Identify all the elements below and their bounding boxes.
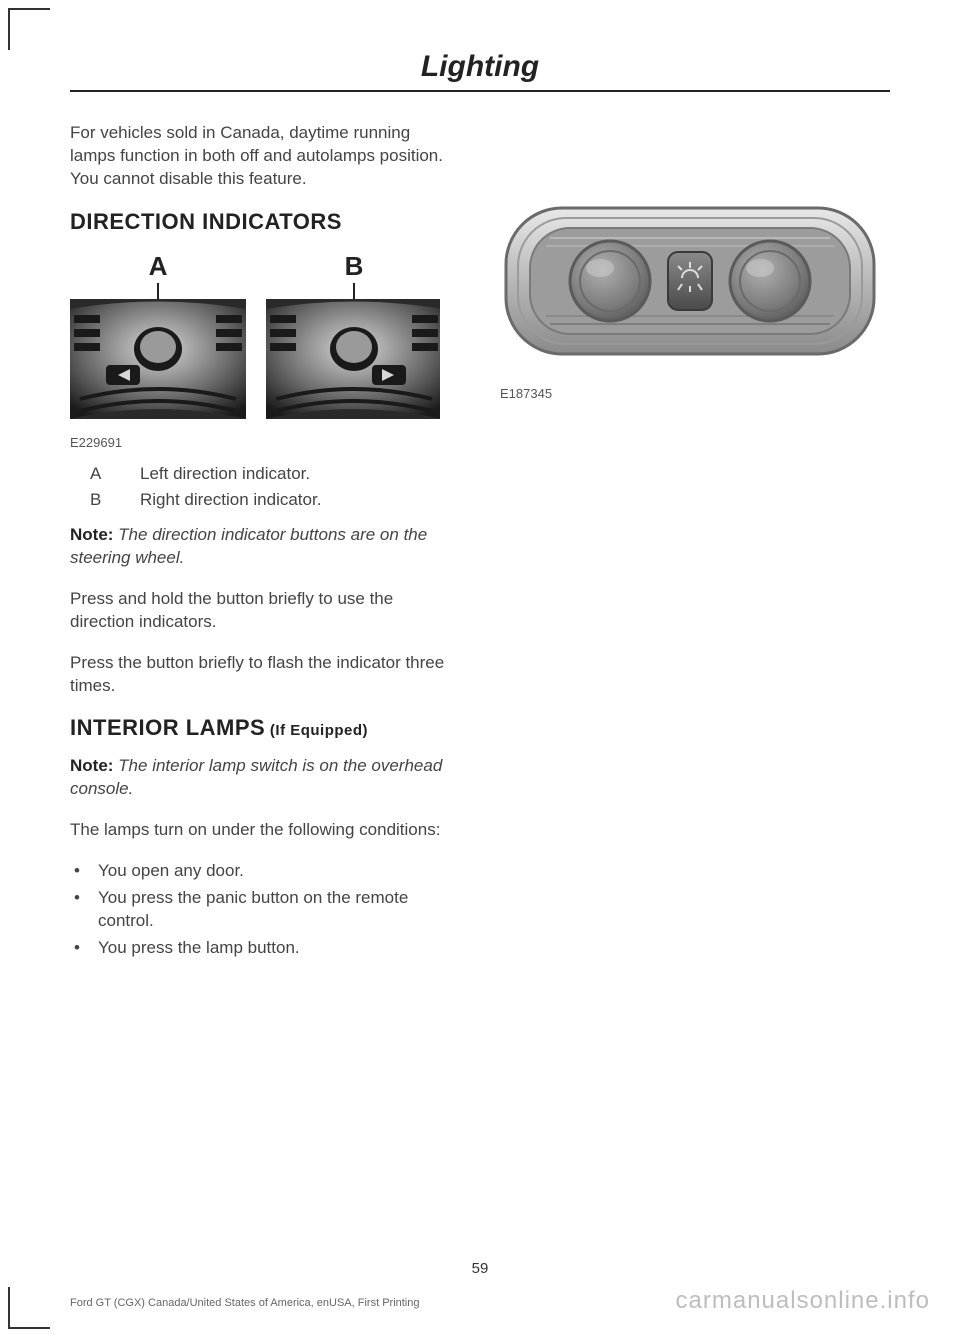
interior-note: Note: The interior lamp switch is on the… bbox=[70, 755, 460, 801]
intro-paragraph: For vehicles sold in Canada, daytime run… bbox=[70, 122, 460, 191]
right-panel bbox=[266, 299, 440, 419]
legend-key-b: B bbox=[70, 490, 140, 510]
chapter-title: Lighting bbox=[70, 50, 890, 92]
interior-heading-main: INTERIOR LAMPS bbox=[70, 715, 265, 740]
legend-key-a: A bbox=[70, 464, 140, 484]
direction-p1: Press and hold the button briefly to use… bbox=[70, 588, 460, 634]
note-label-2: Note: bbox=[70, 756, 113, 775]
bullet-2: You press the panic button on the remote… bbox=[70, 887, 460, 933]
watermark: carmanualsonline.info bbox=[676, 1287, 930, 1315]
direction-p2: Press the button briefly to flash the in… bbox=[70, 652, 460, 698]
legend-text-b: Right direction indicator. bbox=[140, 490, 321, 510]
direction-svg: A B bbox=[70, 249, 440, 429]
page-number: 59 bbox=[0, 1260, 960, 1277]
interior-lamp-figure bbox=[500, 180, 890, 380]
legend-row-a: A Left direction indicator. bbox=[70, 464, 460, 484]
page: Lighting For vehicles sold in Canada, da… bbox=[0, 0, 960, 1337]
legend-row-b: B Right direction indicator. bbox=[70, 490, 460, 510]
interior-fig-ref: E187345 bbox=[500, 386, 890, 401]
interior-p1: The lamps turn on under the following co… bbox=[70, 819, 460, 842]
interior-heading: INTERIOR LAMPS (If Equipped) bbox=[70, 715, 460, 741]
fig-label-a: A bbox=[149, 251, 168, 281]
note-label: Note: bbox=[70, 525, 113, 544]
columns: For vehicles sold in Canada, daytime run… bbox=[70, 122, 890, 974]
interior-heading-sub: (If Equipped) bbox=[265, 722, 368, 739]
fig-label-b: B bbox=[345, 251, 364, 281]
left-panel bbox=[70, 299, 246, 419]
direction-heading: DIRECTION INDICATORS bbox=[70, 209, 460, 235]
left-column: For vehicles sold in Canada, daytime run… bbox=[70, 122, 460, 974]
lamp-svg bbox=[500, 180, 880, 380]
bullet-3: You press the lamp button. bbox=[70, 937, 460, 960]
spacer bbox=[500, 122, 890, 172]
right-column: E187345 bbox=[500, 122, 890, 974]
legend-text-a: Left direction indicator. bbox=[140, 464, 310, 484]
note-text: The direction indicator buttons are on t… bbox=[70, 525, 427, 567]
note-text-2: The interior lamp switch is on the overh… bbox=[70, 756, 442, 798]
direction-note: Note: The direction indicator buttons ar… bbox=[70, 524, 460, 570]
footer-text: Ford GT (CGX) Canada/United States of Am… bbox=[70, 1297, 420, 1309]
direction-fig-ref: E229691 bbox=[70, 435, 460, 450]
direction-legend: A Left direction indicator. B Right dire… bbox=[70, 464, 460, 510]
bullet-1: You open any door. bbox=[70, 860, 460, 883]
direction-figure: A B bbox=[70, 249, 460, 429]
interior-bullets: You open any door. You press the panic b… bbox=[70, 860, 460, 960]
